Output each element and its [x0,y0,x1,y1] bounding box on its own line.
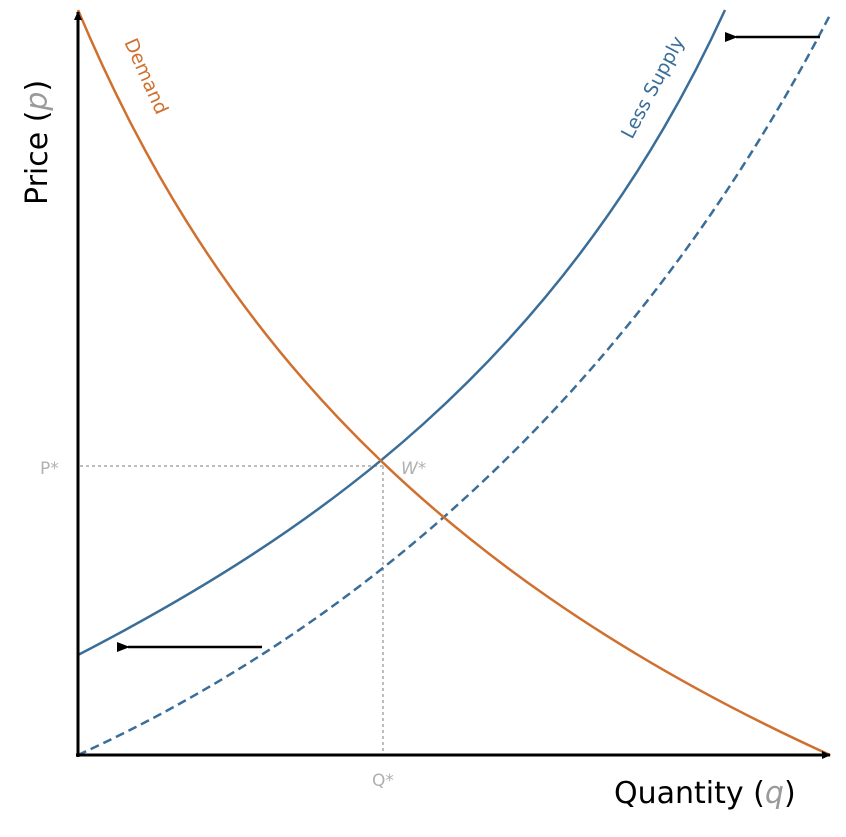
demand-curve [76,9,831,757]
price-label: P* [40,459,59,479]
supply-label: Less Supply [617,33,689,143]
equilibrium-label: W* [401,459,426,479]
supply-curve [77,9,727,657]
x-axis-label: Quantity (q) [614,776,796,811]
quantity-label: Q* [372,771,394,791]
y-axis-label: Price (p) [20,80,55,205]
demand-label: Demand [119,35,172,118]
original-supply-curve [77,14,832,757]
